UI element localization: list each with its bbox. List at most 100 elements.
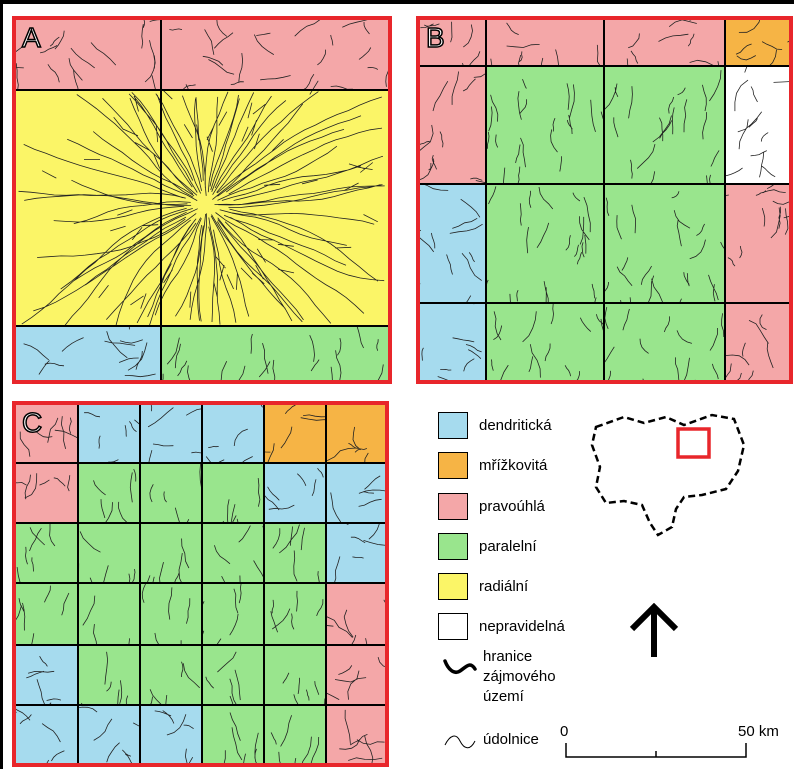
cell-a-radial	[16, 90, 388, 326]
cell-b-streams	[421, 303, 482, 380]
legend-label-parallel: paralelní	[479, 538, 537, 555]
cell-c-streams	[16, 708, 65, 763]
panel-letter-c: C	[21, 406, 43, 439]
cell-b-rectangular	[725, 303, 789, 380]
cell-a-radial-streams	[18, 75, 385, 326]
legend-swatch-radial	[438, 573, 468, 600]
cell-b-streams	[735, 20, 789, 66]
north-arrow-icon	[629, 603, 679, 657]
cell-b-streams	[420, 21, 481, 66]
cell-b-parallel	[486, 66, 604, 184]
cell-c-parallel	[140, 583, 202, 645]
cell-b-rectangular	[420, 20, 486, 66]
cell-c-dendritic	[202, 405, 264, 463]
cell-c-streams	[270, 590, 324, 633]
valley-legend-label: údolnice	[483, 731, 539, 748]
cell-c-streams	[333, 523, 385, 583]
legend-label-dendritic: dendritická	[479, 417, 552, 434]
cell-c-streams	[264, 468, 324, 511]
cell-b-parallel	[486, 184, 604, 303]
cell-c-streams	[223, 712, 259, 763]
cell-b-streams	[487, 79, 604, 184]
cell-c-parallel	[140, 523, 202, 583]
scale-label-start: 0	[560, 723, 569, 740]
cell-c-rectangular	[16, 405, 78, 463]
cell-c-parallel	[140, 645, 202, 705]
cell-c-streams	[146, 538, 190, 583]
cell-a-rectangular	[161, 20, 388, 90]
cell-c-rectangular	[16, 463, 78, 523]
legend-label-trellis: mřížkovitá	[479, 457, 548, 474]
map-panel-a: A	[12, 16, 392, 384]
cell-c-streams	[84, 412, 140, 463]
cell-b-parallel	[604, 184, 725, 303]
cell-c-parallel	[264, 705, 326, 763]
boundary-line-icon	[443, 659, 477, 674]
cell-b-parallel	[604, 303, 725, 380]
cell-c-parallel	[264, 523, 326, 583]
cell-c-dendritic	[78, 705, 140, 763]
legend-label-irregular: nepravidelná	[479, 618, 565, 635]
cell-c-dendritic	[326, 523, 385, 583]
map-b-canvas	[420, 20, 789, 380]
cell-b-rectangular	[604, 20, 725, 66]
panel-letter-a: A	[21, 21, 41, 54]
cell-c-streams	[26, 656, 62, 705]
map-a-canvas	[16, 20, 388, 380]
cell-b-streams	[420, 184, 483, 303]
map-panel-b: B	[416, 16, 793, 384]
cell-b-dendritic	[420, 303, 486, 380]
cell-c-parallel	[78, 463, 140, 523]
cell-c-dendritic	[326, 463, 385, 523]
cell-b-streams	[490, 22, 601, 66]
cell-c-parallel	[202, 645, 264, 705]
cell-c-streams	[93, 468, 137, 523]
cell-b-streams	[725, 314, 774, 380]
cell-c-streams	[272, 524, 320, 583]
cell-c-parallel	[202, 523, 264, 583]
cell-c-streams	[82, 595, 135, 645]
cell-a-rectangular	[16, 20, 161, 90]
cell-c-streams	[339, 709, 385, 763]
cell-b-trellis	[725, 20, 789, 66]
cell-b-streams	[604, 70, 722, 184]
cell-c-streams	[16, 585, 70, 645]
cell-c-dendritic	[16, 705, 78, 763]
cell-b-rectangular	[725, 184, 789, 303]
cell-c-dendritic	[16, 645, 78, 705]
cell-a-streams	[16, 20, 161, 90]
cell-c-streams	[222, 478, 261, 523]
cell-c-parallel	[16, 523, 78, 583]
cell-c-streams	[16, 523, 56, 583]
legend: dendritická mřížkovitá pravoúhlá paralel…	[436, 405, 786, 765]
cell-b-irregular	[725, 66, 789, 184]
cell-c-parallel	[78, 645, 140, 705]
study-area-boundary	[590, 413, 746, 537]
cell-b-streams	[725, 66, 789, 178]
cell-c-streams	[270, 715, 320, 763]
legend-swatch-dendritic	[438, 412, 468, 439]
cell-c-streams	[141, 583, 202, 645]
cell-c-streams	[264, 405, 326, 463]
legend-swatch-trellis	[438, 452, 468, 479]
cell-b-streams	[604, 307, 725, 380]
cell-c-streams	[149, 463, 202, 523]
cell-c-streams	[19, 416, 78, 457]
cell-c-streams	[214, 525, 264, 583]
legend-label-radial: radiální	[479, 578, 529, 595]
legend-swatch-parallel	[438, 533, 468, 560]
cell-c-streams	[78, 706, 140, 763]
cell-c-parallel	[78, 523, 140, 583]
cell-a-streams	[23, 326, 156, 378]
cell-c-trellis	[264, 405, 326, 463]
map-panel-c: C	[12, 401, 389, 767]
cell-c-parallel	[202, 583, 264, 645]
locator-inset	[590, 413, 746, 537]
cell-c-streams	[205, 405, 263, 463]
cell-c-streams	[154, 710, 194, 763]
cell-c-rectangular	[326, 705, 385, 763]
cell-c-trellis	[326, 405, 385, 463]
cell-b-rectangular	[420, 66, 486, 184]
image-top-border	[0, 0, 794, 4]
cell-c-streams	[147, 405, 202, 463]
